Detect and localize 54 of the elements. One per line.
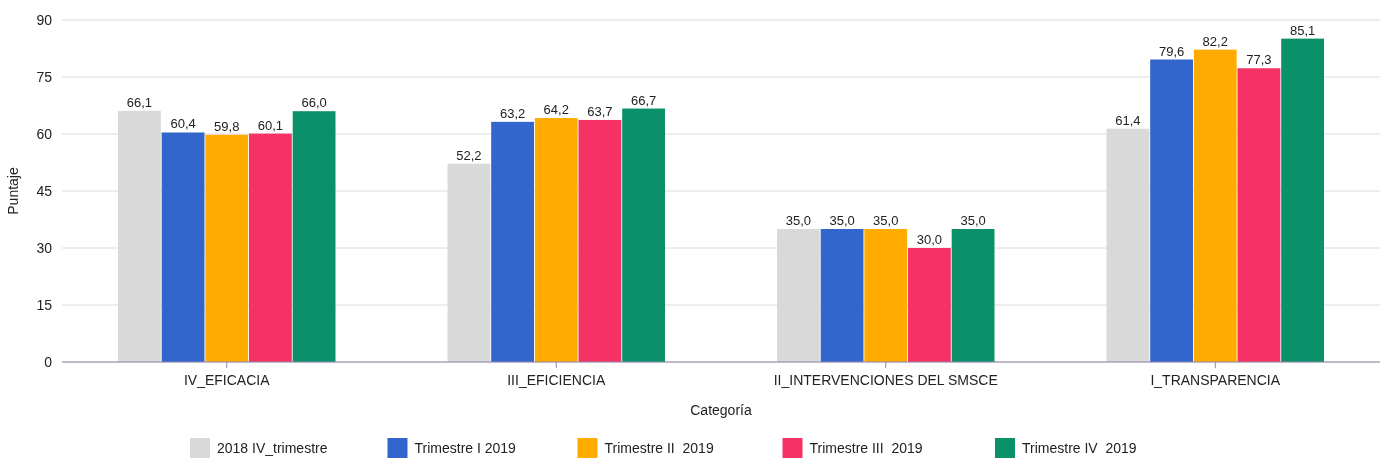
- y-axis-title: Puntaje: [5, 167, 21, 215]
- bar: [578, 119, 622, 362]
- bar: [1193, 49, 1237, 362]
- bar: [864, 229, 908, 362]
- x-tick-label: III_EFICIENCIA: [507, 372, 606, 388]
- bar: [951, 229, 995, 362]
- y-tick-label: 90: [36, 11, 53, 28]
- data-label: 64,2: [543, 102, 569, 118]
- data-label: 66,1: [126, 94, 153, 110]
- data-label: 61,4: [1115, 112, 1141, 128]
- bar: [292, 111, 336, 362]
- data-label: 35,0: [960, 213, 986, 228]
- y-tick-label: 15: [36, 296, 53, 313]
- data-label: 85,1: [1289, 22, 1316, 38]
- bar: [820, 229, 864, 362]
- x-tick-label: I_TRANSPARENCIA: [1150, 372, 1281, 388]
- y-tick-label: 0: [44, 353, 53, 370]
- bar: [1281, 38, 1324, 362]
- data-label: 63,7: [587, 103, 613, 119]
- legend-label: Trimestre IV 2019: [1022, 439, 1137, 456]
- data-label: 60,1: [257, 117, 284, 133]
- bar: [161, 132, 205, 362]
- data-label: 60,4: [170, 116, 196, 132]
- y-tick-label: 30: [36, 239, 53, 256]
- data-label: 35,0: [829, 213, 855, 228]
- bar: [1237, 68, 1281, 362]
- bar: [534, 118, 578, 362]
- x-axis-title: Categoría: [690, 402, 752, 418]
- data-label: 79,6: [1158, 43, 1185, 59]
- data-label: 77,3: [1246, 52, 1272, 68]
- x-tick-label: II_INTERVENCIONES DEL SMSCE: [773, 372, 998, 388]
- data-label: 82,2: [1202, 33, 1228, 49]
- x-tick-label: IV_EFICACIA: [183, 372, 271, 388]
- data-label: 52,2: [456, 147, 482, 163]
- legend-label: Trimestre I 2019: [414, 439, 517, 456]
- y-tick-label: 75: [36, 68, 53, 85]
- legend-label: 2018 IV_trimestre: [217, 439, 328, 456]
- bar: [491, 121, 534, 362]
- y-tick-label: 45: [36, 182, 53, 199]
- data-label: 66,7: [630, 92, 657, 108]
- data-label: 66,0: [301, 95, 327, 111]
- bar: [205, 134, 249, 362]
- data-label: 35,0: [873, 213, 899, 228]
- bar: [1150, 59, 1193, 362]
- data-label: 30,0: [916, 232, 943, 247]
- data-label: 63,2: [499, 105, 526, 121]
- bar: [908, 248, 951, 362]
- legend-label: Trimestre III 2019: [809, 439, 923, 456]
- bar: [249, 133, 292, 362]
- data-label: 35,0: [785, 213, 812, 228]
- y-tick-label: 60: [36, 125, 53, 142]
- legend-label: Trimestre II 2019: [604, 439, 714, 456]
- bar: [622, 108, 665, 362]
- data-label: 59,8: [214, 118, 240, 134]
